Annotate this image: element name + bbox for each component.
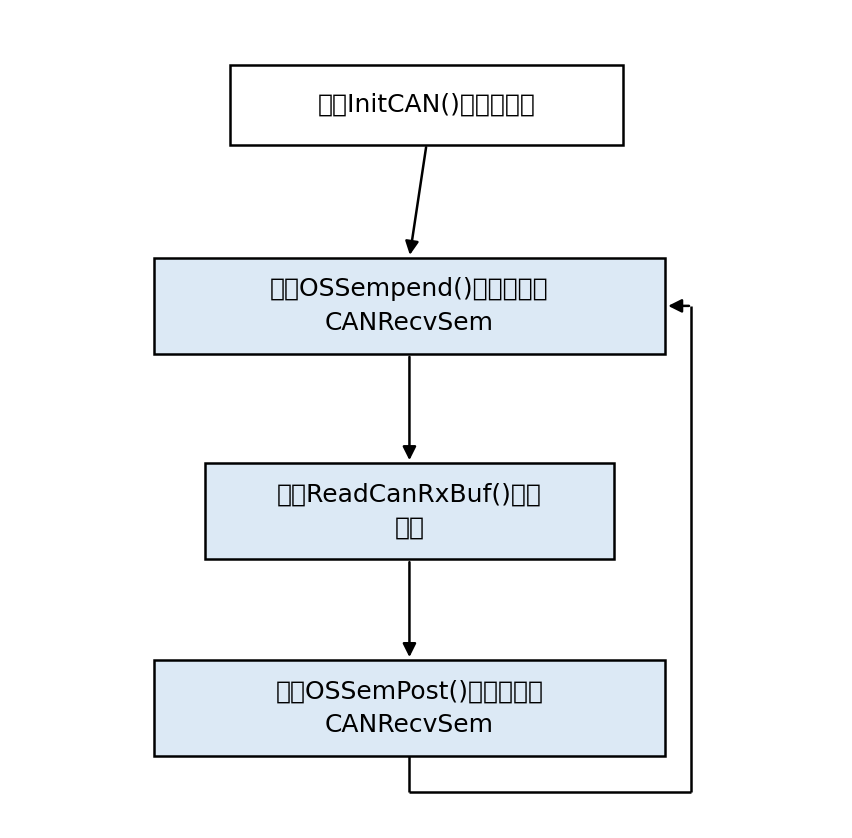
FancyBboxPatch shape — [153, 660, 665, 756]
FancyBboxPatch shape — [204, 463, 613, 560]
FancyBboxPatch shape — [230, 65, 622, 145]
Text: 调用OSSemPost()释放信号量
CANRecvSem: 调用OSSemPost()释放信号量 CANRecvSem — [275, 680, 543, 737]
Text: 调用InitCAN()进行初始化: 调用InitCAN()进行初始化 — [317, 93, 535, 116]
Text: 调用OSSempend()等待信号量
CANRecvSem: 调用OSSempend()等待信号量 CANRecvSem — [270, 277, 548, 334]
Text: 调用ReadCanRxBuf()接收
数据: 调用ReadCanRxBuf()接收 数据 — [277, 483, 541, 540]
FancyBboxPatch shape — [153, 258, 665, 354]
